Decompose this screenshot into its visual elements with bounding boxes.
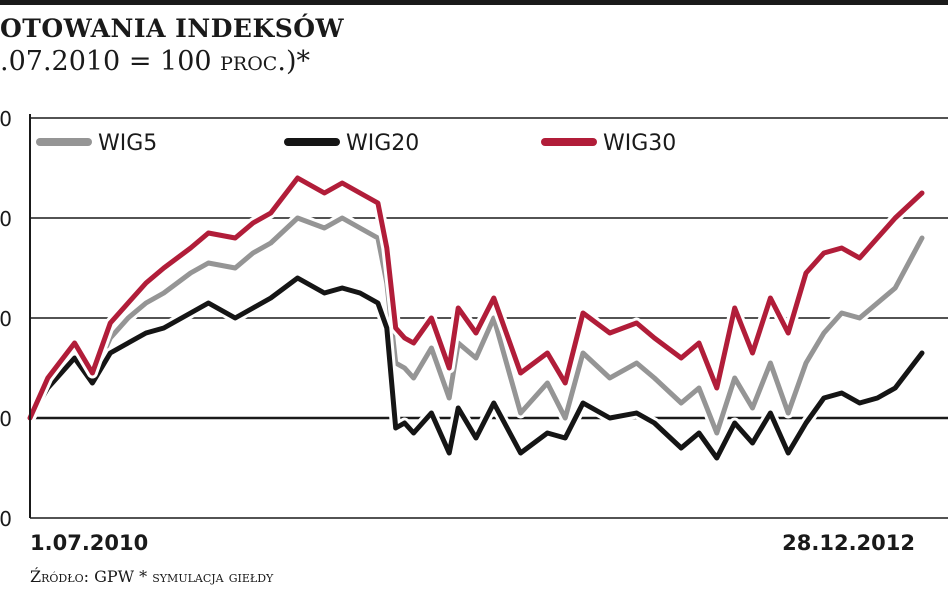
series-halo xyxy=(24,272,928,464)
chart-title: OTOWANIA INDEKSÓW xyxy=(0,14,345,43)
legend-label-wig20: WIG20 xyxy=(346,131,419,156)
index-line-chart: 0 0 0 0 0 1.07.2010 28.12.2012 WIG5 WIG20 WIG30 xyxy=(0,107,948,555)
y-tick-label: 0 xyxy=(0,207,12,231)
y-tick-label: 0 xyxy=(0,507,12,531)
x-end-label: 28.12.2012 xyxy=(782,531,915,555)
subtitle-tail: )* xyxy=(285,46,310,77)
legend: WIG5 WIG20 WIG30 xyxy=(36,131,676,156)
top-rule xyxy=(0,0,948,5)
chart-subtitle: .07.2010 = 100 proc.)* xyxy=(0,46,310,77)
subtitle-unit: proc. xyxy=(220,46,286,77)
x-start-label: 1.07.2010 xyxy=(30,531,148,555)
y-tick-label: 0 xyxy=(0,407,12,431)
legend-label-wig30: WIG30 xyxy=(603,131,676,156)
series-line-wig20 xyxy=(27,275,925,461)
y-tick-label: 0 xyxy=(0,307,12,331)
subtitle-base: .07.2010 = 100 xyxy=(0,46,221,77)
series-line-wig30 xyxy=(27,175,925,421)
source-note: Źródło: GPW * symulacja giełdy xyxy=(30,567,274,586)
y-tick-label: 0 xyxy=(0,107,12,131)
lines-layer xyxy=(24,172,928,464)
axis-layer: 0 0 0 0 0 1.07.2010 28.12.2012 xyxy=(0,107,915,555)
legend-label-wig5: WIG5 xyxy=(98,131,157,156)
